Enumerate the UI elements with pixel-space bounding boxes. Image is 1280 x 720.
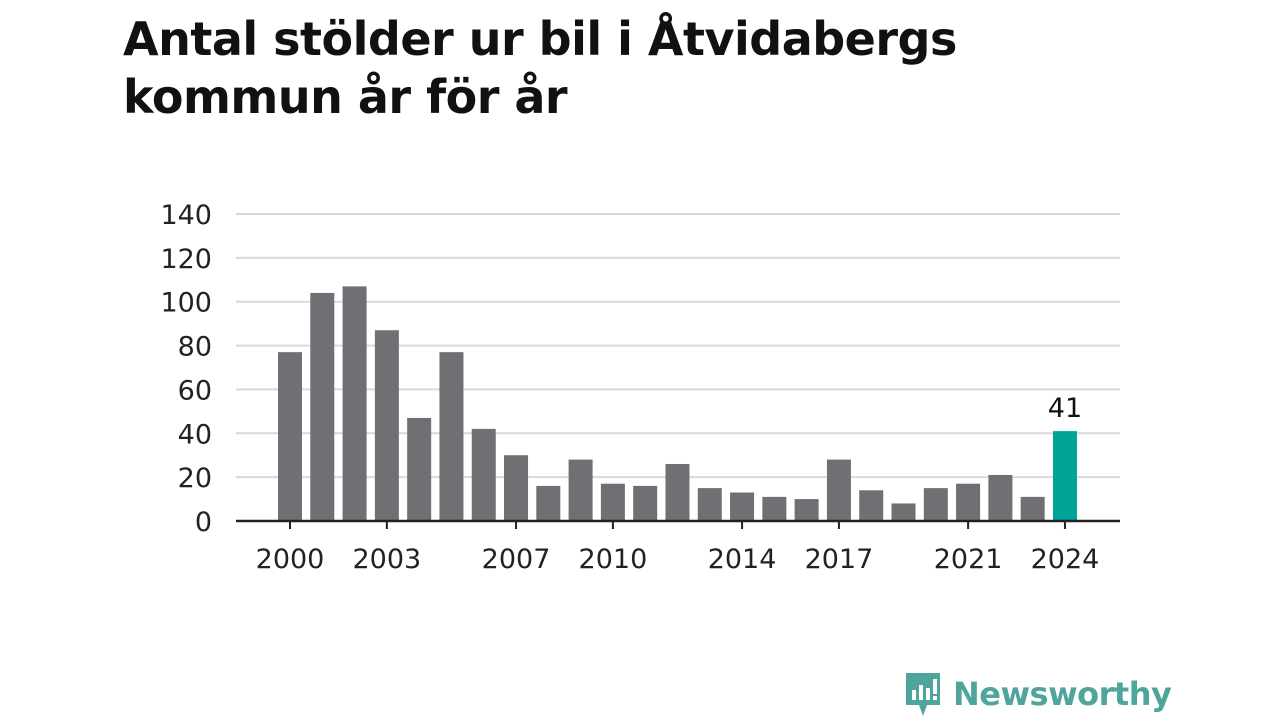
x-tick-label: 2014	[708, 544, 777, 575]
bar-2013	[697, 488, 722, 521]
bar-2000	[278, 352, 302, 521]
y-tick-label: 80	[178, 332, 212, 363]
bar-2011	[633, 485, 658, 521]
bar-2003	[374, 330, 399, 521]
x-tick-label: 2007	[482, 544, 551, 575]
bar-2015	[762, 496, 787, 521]
bar-2023	[1020, 496, 1045, 521]
chart-title: Antal stölder ur bil i Åtvidabergs kommu…	[123, 12, 957, 124]
y-tick-label: 120	[160, 244, 212, 275]
x-tick-label: 2003	[353, 544, 422, 575]
newsworthy-logo-icon	[906, 673, 940, 716]
y-tick-label: 140	[160, 200, 212, 231]
x-tick-label: 2010	[579, 544, 648, 575]
x-tick-label: 2000	[256, 544, 325, 575]
bar-2002	[342, 286, 367, 521]
data-labels: 41	[1048, 393, 1082, 424]
bar-2022	[988, 474, 1013, 521]
x-tick-label: 2021	[934, 544, 1003, 575]
bar-2006	[471, 428, 496, 521]
bar-2017	[826, 459, 851, 521]
brand-name: Newsworthy	[953, 675, 1172, 713]
y-tick-label: 20	[178, 463, 212, 494]
bar-2010	[600, 483, 625, 521]
bar-2004	[407, 417, 432, 521]
bars	[278, 286, 1077, 521]
bar-2014	[730, 492, 755, 521]
x-tick-label: 2017	[805, 544, 874, 575]
brand-logo: Newsworthy	[903, 670, 1172, 718]
bar-2005	[439, 352, 464, 521]
data-label-2024: 41	[1048, 393, 1082, 424]
y-axis-ticks: 0 20 40 60 80 100 120 140	[160, 200, 212, 538]
x-tick-label: 2024	[1031, 544, 1100, 575]
bar-2021	[956, 483, 981, 521]
bar-2001	[310, 292, 335, 521]
bar-2019	[891, 503, 916, 521]
y-tick-label: 100	[160, 288, 212, 319]
bar-2020	[923, 488, 948, 521]
y-tick-label: 40	[178, 419, 212, 450]
bar-2016	[794, 499, 819, 521]
bar-2018	[859, 490, 884, 521]
x-axis-ticks: 2000 2003 2007 2010 2014 2017 2021 2024	[256, 521, 1100, 575]
bar-2024	[1052, 431, 1077, 521]
bar-2009	[568, 459, 593, 521]
y-tick-label: 0	[195, 507, 212, 538]
bar-2012	[665, 463, 690, 521]
bar-2007	[504, 455, 529, 521]
bar-2008	[536, 485, 561, 521]
y-tick-label: 60	[178, 375, 212, 406]
gridlines	[236, 213, 1120, 479]
